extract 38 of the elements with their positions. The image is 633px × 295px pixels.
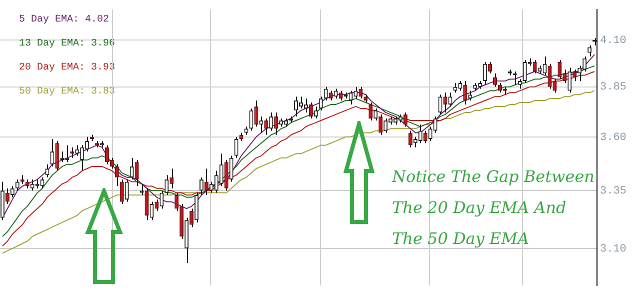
candlestick bbox=[124, 179, 129, 202]
y-tick-label: 3.60 bbox=[600, 132, 626, 144]
candlestick bbox=[234, 136, 238, 158]
candlestick bbox=[483, 62, 488, 86]
candlestick bbox=[468, 90, 472, 102]
candlestick bbox=[200, 176, 204, 196]
candlestick bbox=[438, 94, 442, 115]
candlestick bbox=[374, 108, 378, 121]
y-tick-label: 3.35 bbox=[600, 185, 626, 198]
candlestick bbox=[448, 92, 452, 107]
candlestick bbox=[269, 112, 274, 132]
candlestick bbox=[588, 44, 592, 57]
candlestick bbox=[518, 78, 522, 90]
candlestick bbox=[114, 164, 119, 187]
candlestick bbox=[160, 190, 164, 210]
annotation: Notice The Gap Between The 20 Day EMA And The 50 Day EMA bbox=[391, 167, 594, 248]
candlestick bbox=[50, 138, 54, 167]
candlestick bbox=[130, 157, 134, 180]
text: 5 Day EMA: 4.02 bbox=[19, 14, 110, 26]
candlestick bbox=[45, 164, 50, 178]
candlestick bbox=[229, 155, 234, 182]
candlestick bbox=[318, 96, 323, 111]
candlestick bbox=[164, 174, 169, 196]
candlestick bbox=[15, 179, 20, 192]
text: 13 Day EMA: 3.96 bbox=[19, 38, 116, 50]
candlestick bbox=[568, 67, 572, 94]
y-tick-label: 3.85 bbox=[600, 82, 626, 94]
candlestick bbox=[150, 201, 154, 221]
y-tick-label: 3.10 bbox=[600, 243, 626, 256]
candlestick bbox=[249, 108, 254, 132]
candlestick bbox=[314, 106, 318, 119]
candlestick bbox=[10, 186, 14, 198]
y-tick-label: 4.10 bbox=[600, 34, 626, 47]
candlestick bbox=[334, 88, 338, 100]
candlestick bbox=[493, 72, 498, 88]
candlestick bbox=[140, 183, 144, 196]
candlestick bbox=[259, 116, 264, 134]
candlestick bbox=[324, 86, 328, 102]
